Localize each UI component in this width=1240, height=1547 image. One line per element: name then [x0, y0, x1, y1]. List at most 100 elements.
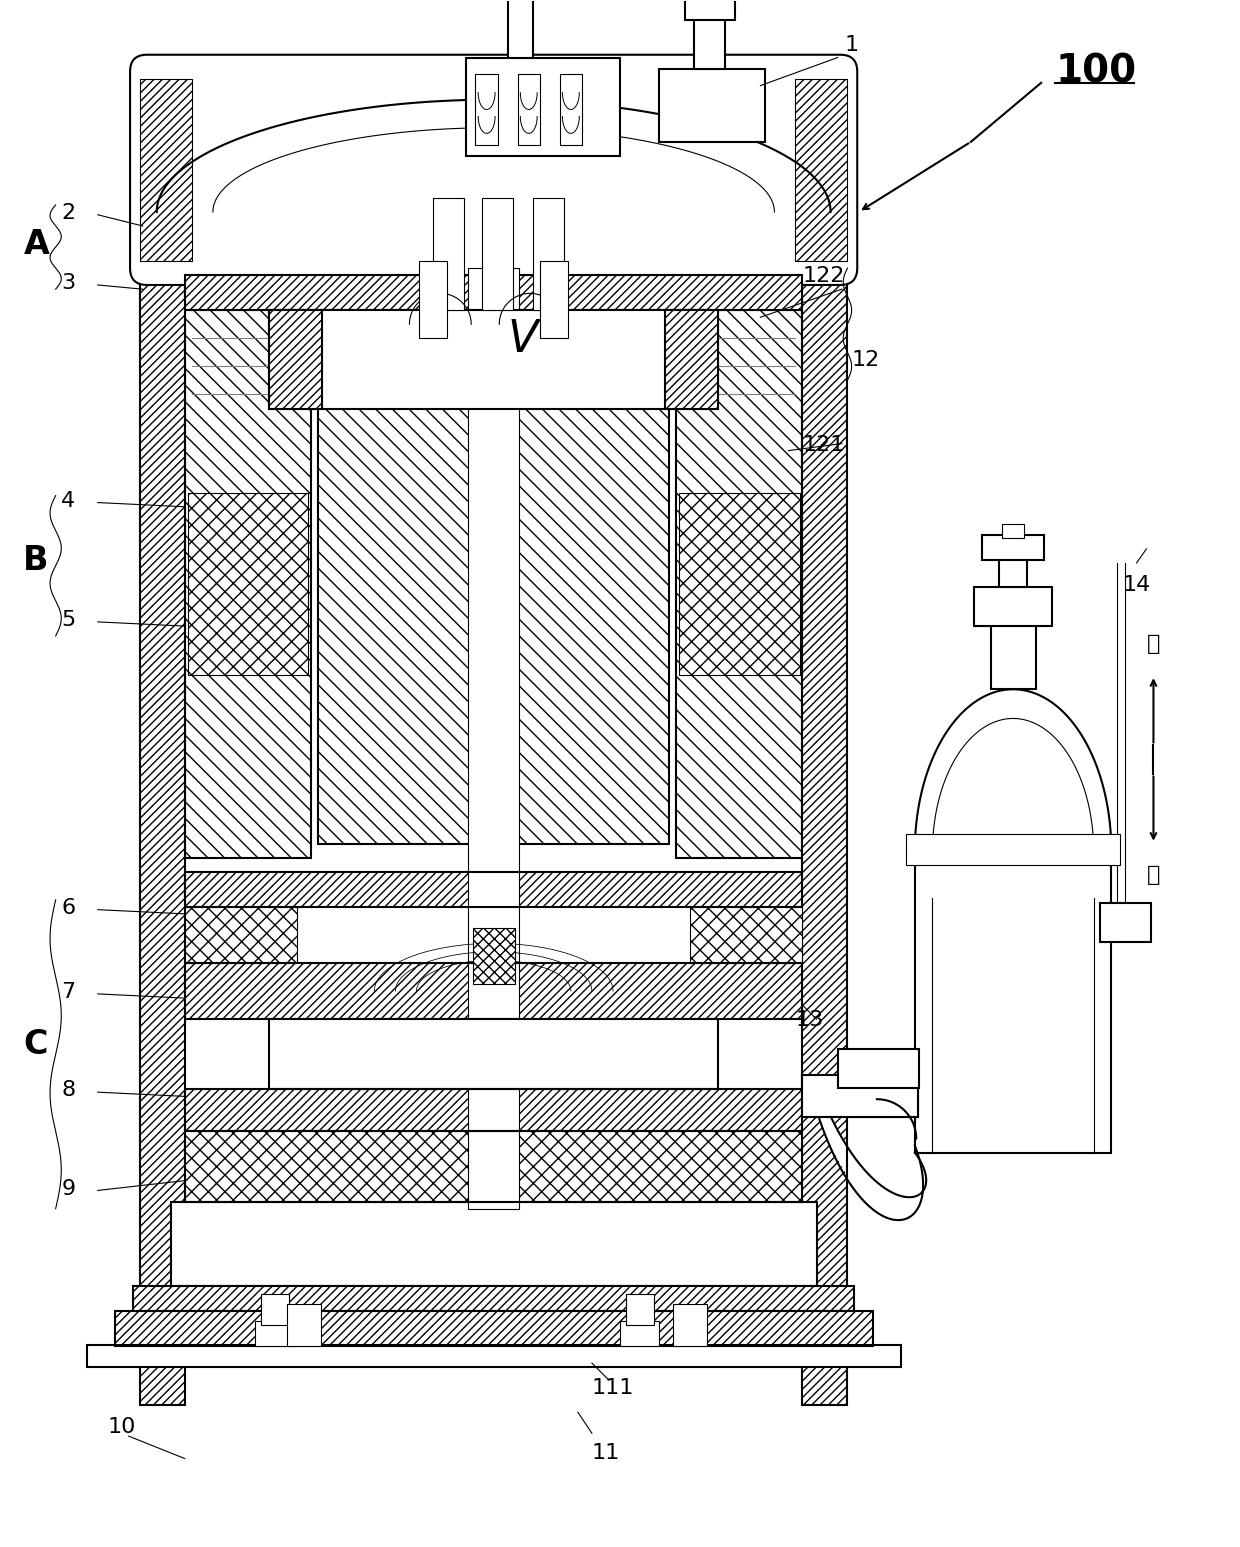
Bar	[288, 1304, 321, 1346]
Bar	[185, 311, 311, 857]
Bar	[114, 1312, 873, 1346]
Text: 10: 10	[108, 1417, 136, 1437]
Bar	[676, 311, 802, 857]
Bar	[684, 0, 735, 20]
Bar	[691, 907, 802, 964]
Bar	[915, 851, 1111, 1153]
Bar	[87, 1344, 900, 1368]
Bar	[465, 57, 620, 156]
Bar	[185, 1089, 802, 1131]
Text: 14: 14	[1122, 575, 1151, 596]
Bar	[660, 68, 765, 142]
Text: 1: 1	[844, 34, 859, 54]
Bar	[140, 268, 185, 1405]
Text: 7: 7	[61, 982, 76, 1002]
Text: 121: 121	[802, 435, 844, 455]
Bar	[140, 79, 192, 261]
Bar	[906, 834, 1120, 865]
Bar	[796, 79, 847, 261]
Bar	[185, 873, 802, 907]
Text: 12: 12	[852, 350, 880, 370]
Bar	[87, 1344, 900, 1368]
Bar	[133, 1286, 854, 1312]
Text: V: V	[507, 319, 538, 362]
Bar	[187, 493, 309, 674]
Text: 11: 11	[591, 1442, 620, 1462]
FancyBboxPatch shape	[130, 54, 857, 285]
Text: 3: 3	[61, 274, 76, 294]
Bar	[185, 1131, 802, 1202]
Bar	[269, 311, 718, 408]
Bar	[982, 535, 1044, 560]
Bar	[185, 964, 802, 1019]
Bar	[114, 1312, 873, 1346]
Bar	[187, 493, 309, 674]
Bar	[665, 311, 718, 408]
Bar	[673, 1304, 707, 1346]
Bar	[620, 1321, 660, 1346]
Text: 111: 111	[591, 1378, 635, 1398]
Bar	[472, 928, 515, 984]
Bar	[694, 12, 725, 68]
Bar	[419, 261, 448, 339]
Bar	[559, 74, 582, 144]
Text: 6: 6	[61, 897, 76, 917]
Bar	[269, 311, 322, 408]
Bar	[691, 907, 802, 964]
Text: 8: 8	[61, 1080, 76, 1100]
Text: B: B	[24, 545, 48, 577]
Bar	[185, 275, 802, 311]
Bar	[140, 79, 192, 261]
Text: 9: 9	[61, 1179, 76, 1199]
Bar	[1002, 523, 1024, 538]
Bar	[999, 555, 1027, 586]
Bar	[680, 493, 800, 674]
Bar	[802, 1075, 918, 1117]
Bar	[472, 928, 515, 984]
Bar	[133, 1286, 854, 1312]
Bar	[802, 268, 847, 1405]
Bar	[517, 74, 539, 144]
Text: 上: 上	[1147, 634, 1161, 654]
Bar	[665, 311, 718, 408]
Bar	[260, 1295, 289, 1326]
Bar	[847, 1075, 918, 1117]
Bar	[533, 198, 564, 311]
Bar	[676, 311, 802, 857]
Bar	[973, 586, 1053, 627]
Text: C: C	[24, 1029, 48, 1061]
Text: 2: 2	[61, 203, 76, 223]
Bar	[269, 311, 322, 408]
Bar	[539, 261, 568, 339]
Bar	[475, 74, 498, 144]
Bar	[319, 325, 670, 843]
Bar	[171, 1202, 816, 1286]
Text: 4: 4	[61, 490, 76, 511]
Bar	[140, 268, 185, 1405]
Bar	[482, 198, 513, 311]
Bar	[185, 1131, 802, 1202]
Bar	[185, 275, 802, 311]
Text: 100: 100	[1055, 53, 1136, 91]
Bar	[796, 79, 847, 261]
Text: 5: 5	[61, 610, 76, 630]
Bar	[185, 1089, 802, 1131]
Bar	[991, 613, 1035, 690]
Bar	[185, 873, 802, 907]
Text: 下: 下	[1147, 865, 1161, 885]
Bar	[255, 1321, 294, 1346]
Text: 13: 13	[796, 1010, 823, 1030]
Bar	[185, 964, 802, 1019]
Bar	[802, 268, 847, 1405]
Bar	[626, 1295, 653, 1326]
Text: A: A	[24, 227, 50, 261]
Bar	[319, 325, 670, 843]
Bar	[185, 907, 298, 964]
Bar	[680, 493, 800, 674]
Bar	[1100, 902, 1151, 942]
Bar	[185, 907, 298, 964]
Bar	[469, 268, 518, 1208]
Bar	[507, 0, 533, 57]
Text: 122: 122	[802, 266, 844, 286]
Bar	[185, 311, 311, 857]
